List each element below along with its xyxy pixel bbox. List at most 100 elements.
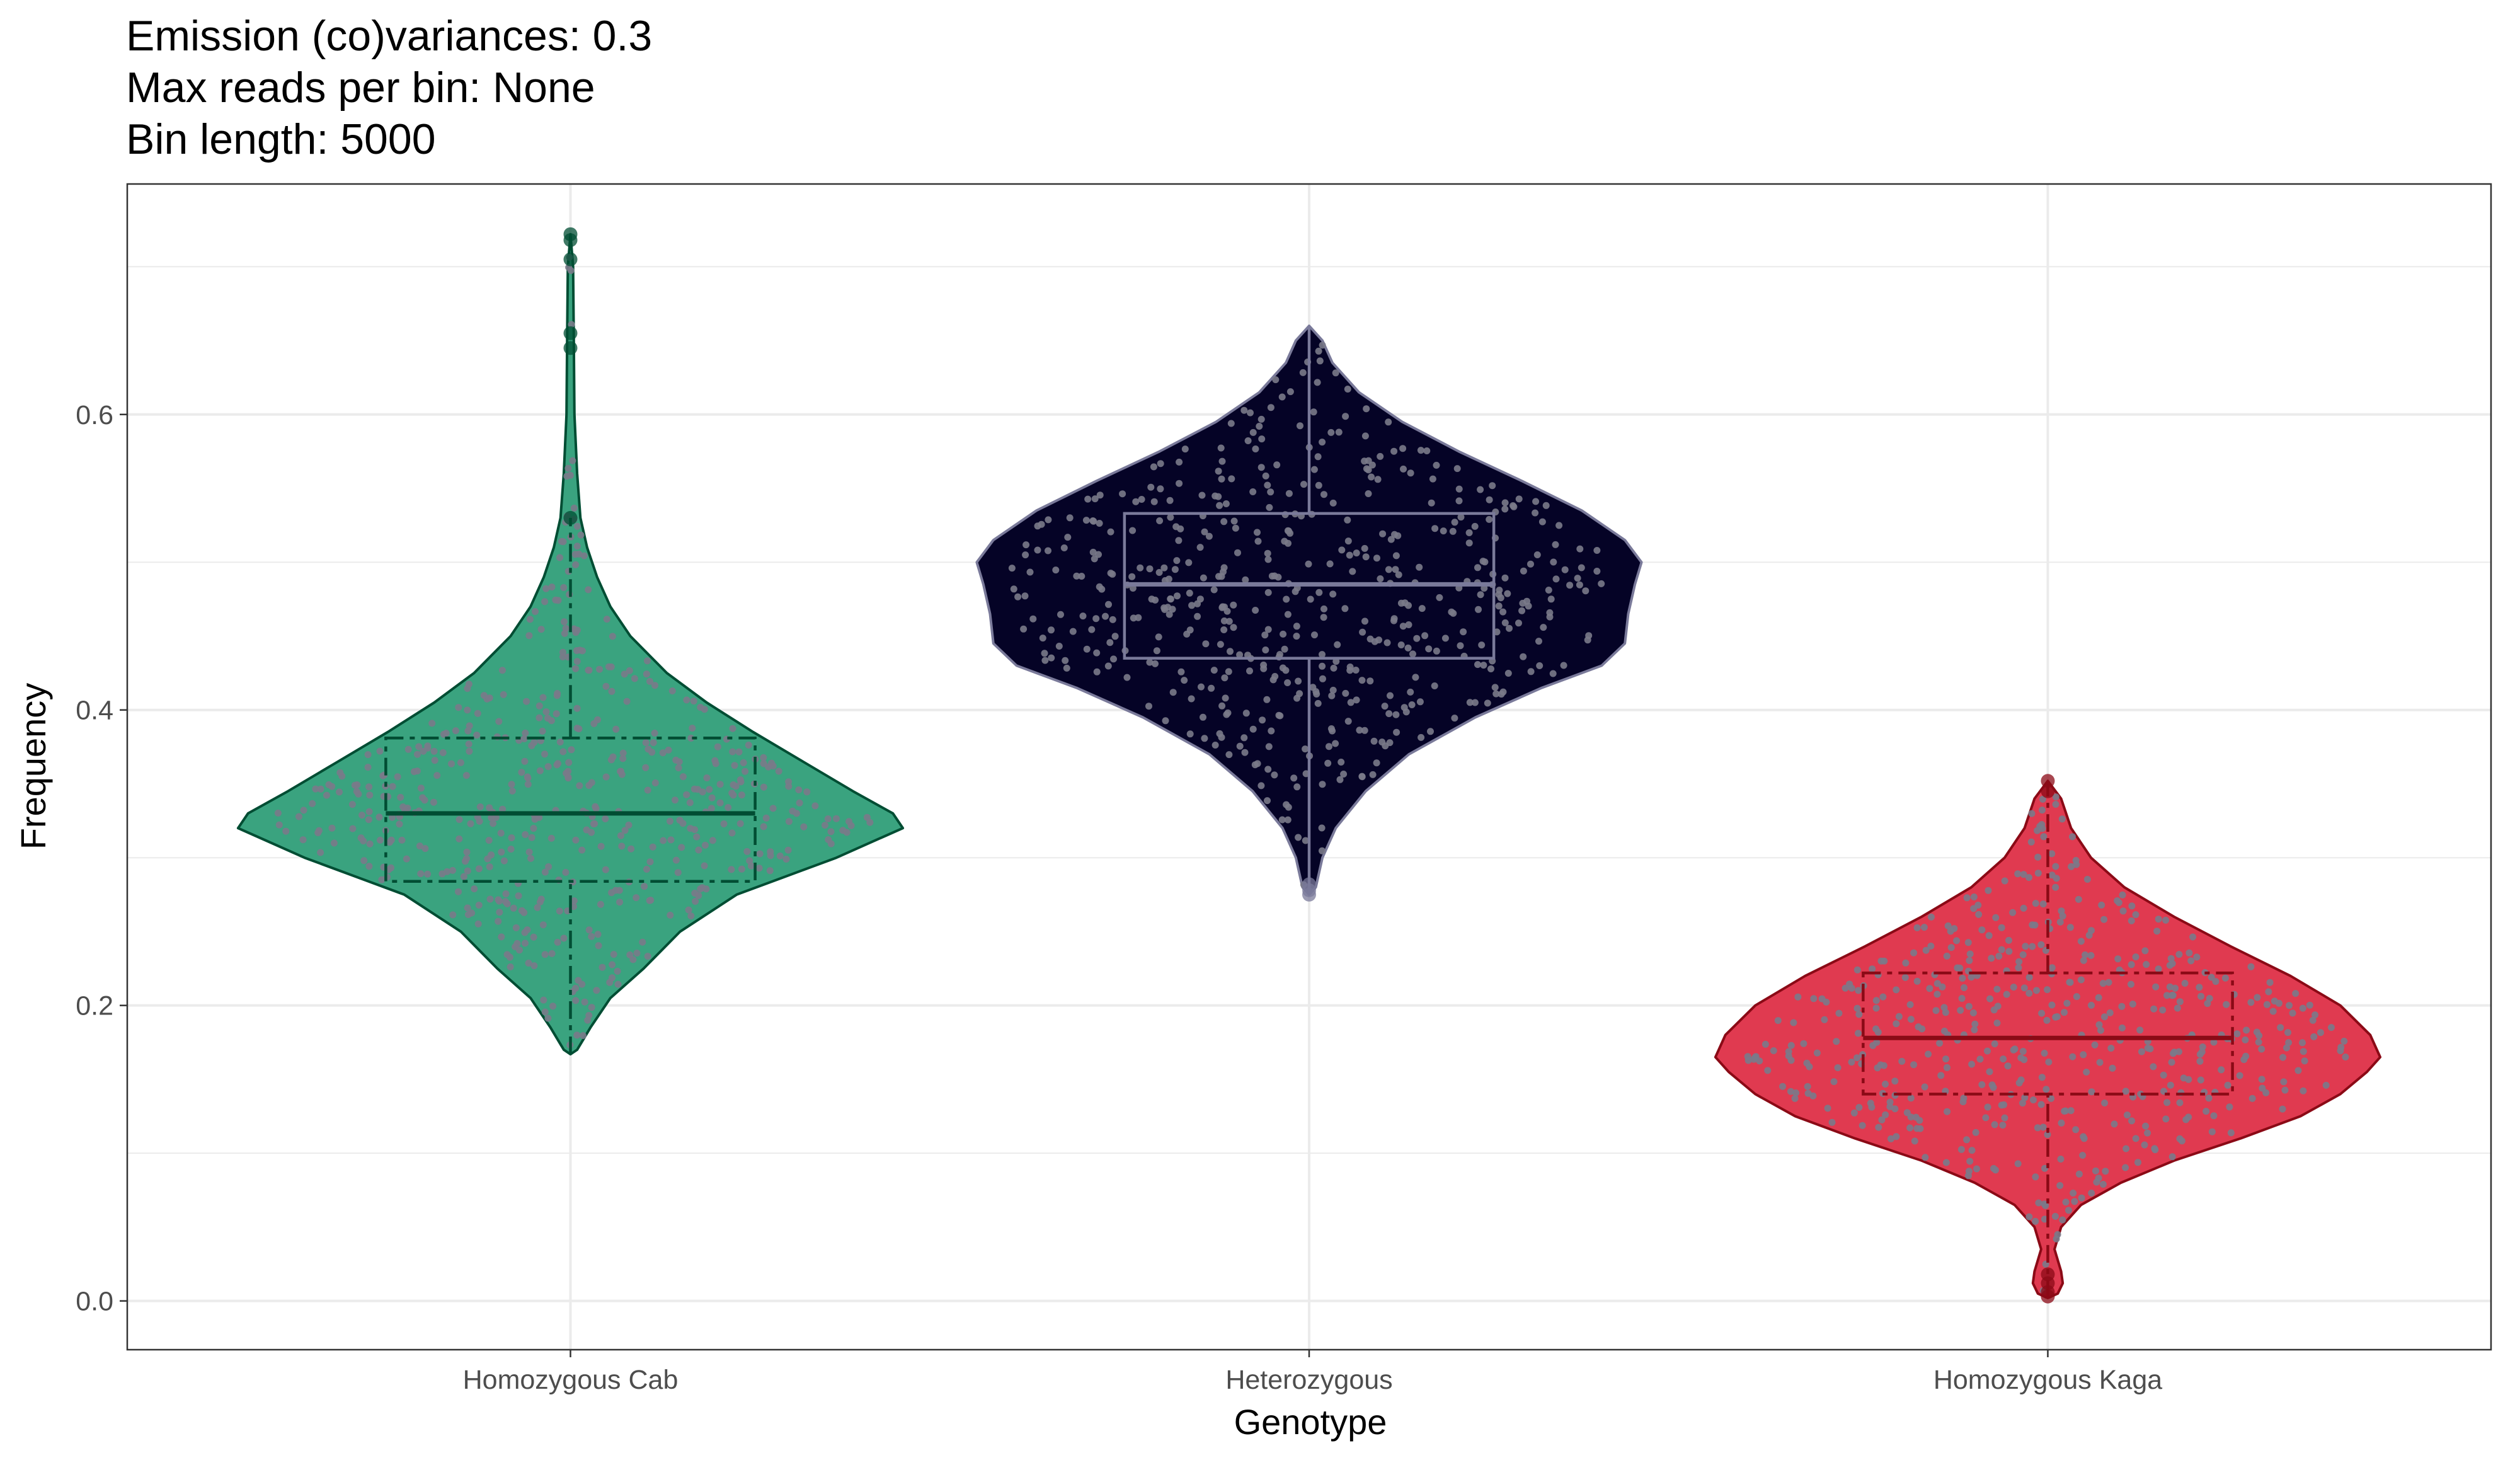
data-point [1264, 797, 1271, 805]
data-point [2259, 1084, 2266, 1092]
data-point [1477, 486, 1484, 493]
data-point [2022, 943, 2029, 950]
data-point [1433, 647, 1440, 655]
data-point [2129, 1001, 2136, 1008]
data-point [486, 895, 494, 903]
data-point [2109, 1064, 2116, 1072]
data-point [1314, 453, 1322, 461]
data-point [1188, 695, 1195, 703]
data-point [2044, 986, 2051, 994]
data-point [1225, 618, 1233, 625]
data-point [565, 759, 573, 766]
data-point [1853, 1004, 1861, 1012]
data-point [2091, 1041, 2099, 1048]
data-point [724, 804, 732, 811]
data-point [1855, 987, 1862, 994]
data-point [2100, 916, 2108, 923]
data-point [1110, 655, 1117, 663]
data-point [1334, 641, 1341, 648]
data-point [2233, 1030, 2241, 1038]
data-point [431, 757, 438, 764]
data-point [685, 906, 692, 914]
data-point [512, 924, 520, 931]
data-point [1368, 473, 1375, 481]
data-point [2005, 936, 2012, 944]
data-point [595, 942, 602, 950]
data-point [580, 552, 588, 560]
data-point [2119, 1024, 2126, 1031]
data-point [1397, 641, 1405, 648]
data-point [1215, 493, 1222, 500]
data-point [2054, 1231, 2061, 1238]
data-point [330, 839, 338, 847]
data-point [366, 840, 374, 847]
data-point [378, 876, 386, 883]
data-point [553, 761, 561, 769]
data-point [1882, 1081, 1889, 1088]
data-point [2276, 999, 2282, 1007]
data-point [1315, 347, 1322, 355]
data-point [1022, 551, 1029, 559]
data-point [691, 826, 699, 834]
data-point [618, 842, 626, 850]
data-point [590, 820, 597, 828]
data-point [1887, 1135, 1894, 1142]
data-point [2032, 900, 2039, 907]
data-point [1555, 522, 1563, 529]
data-point [644, 786, 651, 794]
data-point [585, 782, 593, 789]
data-point [606, 979, 614, 986]
data-point [590, 720, 598, 727]
data-point [1449, 527, 1457, 535]
data-point [1751, 1054, 1759, 1061]
data-point [1319, 662, 1326, 670]
data-point [1314, 379, 1321, 386]
data-point [683, 696, 690, 704]
data-point [1431, 525, 1439, 532]
data-point [455, 888, 462, 895]
data-point [1418, 733, 1425, 741]
data-point [1394, 532, 1402, 539]
data-point [2099, 980, 2107, 987]
data-point [597, 900, 604, 908]
data-point [1959, 1098, 1967, 1106]
data-point [1293, 694, 1301, 702]
data-point [1198, 491, 1206, 499]
chart-title: Emission (co)variances: 0.3 Max reads pe… [126, 12, 652, 163]
data-point [275, 821, 283, 829]
data-point [397, 793, 404, 801]
data-point [1128, 573, 1136, 580]
data-point [1264, 626, 1272, 633]
data-point [1230, 624, 1237, 631]
data-point [646, 858, 654, 866]
data-point [1316, 357, 1324, 365]
data-point [760, 754, 767, 761]
data-point [659, 749, 667, 757]
data-point [2248, 1094, 2256, 1102]
data-point [1264, 549, 1271, 557]
data-point [2247, 963, 2255, 970]
data-point [1175, 537, 1183, 544]
data-point [1259, 716, 1266, 724]
data-point [2122, 1088, 2129, 1095]
data-point [572, 665, 580, 672]
data-point [1062, 657, 1069, 664]
data-point [2294, 1067, 2302, 1074]
data-point [1208, 684, 1215, 692]
data-point [2071, 1198, 2078, 1205]
data-point [1162, 717, 1169, 725]
data-point [567, 267, 575, 274]
data-point [2003, 991, 2010, 998]
data-point [1417, 447, 1424, 454]
data-point [651, 779, 659, 786]
data-point [1835, 1009, 1843, 1017]
data-point [2168, 992, 2176, 999]
data-point [1515, 495, 1523, 503]
data-point [415, 743, 423, 750]
data-point [609, 961, 616, 968]
data-point [2141, 1141, 2148, 1149]
data-point [621, 827, 629, 834]
data-point [1171, 566, 1179, 573]
data-point [2077, 938, 2085, 945]
data-point [1392, 711, 1400, 718]
